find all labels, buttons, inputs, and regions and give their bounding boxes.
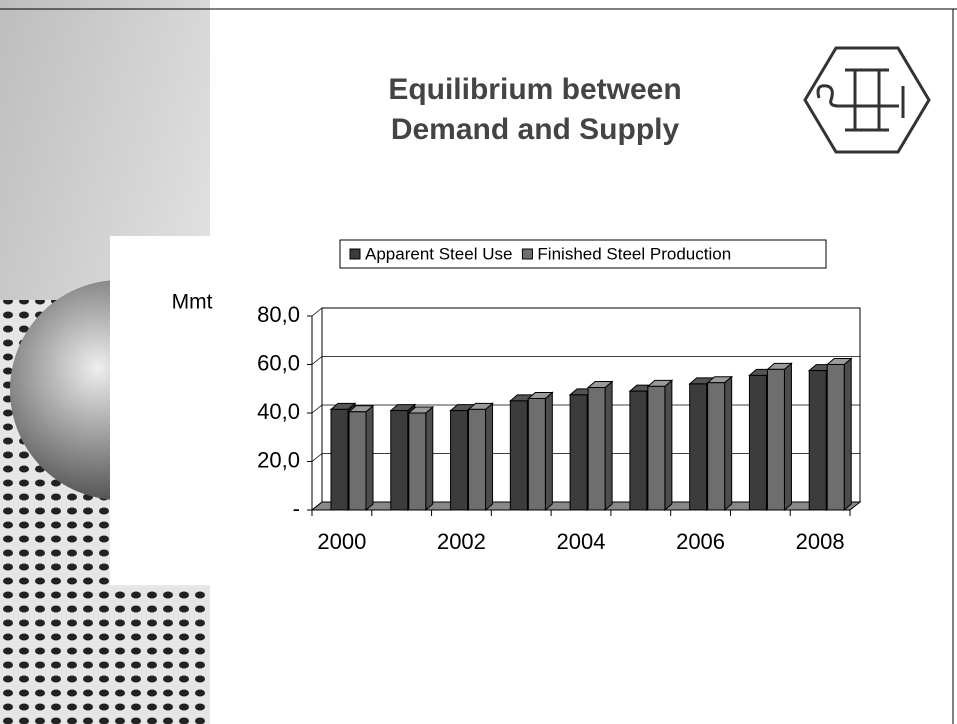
bar-front xyxy=(689,383,708,511)
bar xyxy=(706,375,734,512)
bar-front xyxy=(748,374,767,511)
legend-box xyxy=(339,239,827,269)
legend-label: Finished Steel Production xyxy=(537,244,731,263)
bar-front xyxy=(629,390,648,511)
y-tick-label: 40,0 xyxy=(257,399,300,424)
grid-line-side xyxy=(311,501,323,511)
bar xyxy=(825,357,853,512)
y-tick-label: 60,0 xyxy=(257,350,300,375)
slide-title: Equilibrium between Demand and Supply xyxy=(388,73,682,146)
legend-label: Apparent Steel Use xyxy=(365,244,512,263)
bar-side xyxy=(664,379,673,512)
bar-side xyxy=(365,404,374,512)
bar-front xyxy=(348,411,367,511)
bar xyxy=(407,405,435,512)
bar-front xyxy=(808,370,827,511)
bar-front xyxy=(766,368,785,511)
bar-front xyxy=(330,408,349,511)
grid-line-side xyxy=(311,356,323,365)
y-tick-label: - xyxy=(293,496,300,521)
bar xyxy=(467,402,494,512)
bar-side xyxy=(724,375,733,512)
bar-front xyxy=(587,387,606,511)
bar-side xyxy=(604,380,613,512)
bar-side xyxy=(425,405,434,512)
bar-front xyxy=(647,385,666,511)
bar xyxy=(526,391,554,512)
bar xyxy=(766,362,793,512)
x-tick-label: 2000 xyxy=(317,529,366,554)
bar-front xyxy=(468,408,487,511)
y-axis-label: Mmt xyxy=(172,291,213,314)
bar-side xyxy=(544,391,553,512)
x-tick-label: 2002 xyxy=(437,529,486,554)
bar-side xyxy=(843,357,852,512)
bar-front xyxy=(826,364,845,511)
bar xyxy=(586,380,614,512)
bar xyxy=(646,379,674,512)
x-tick-label: 2008 xyxy=(796,529,845,554)
bar-front xyxy=(509,400,528,511)
x-tick-label: 2004 xyxy=(557,529,606,554)
x-tick-label: 2006 xyxy=(676,529,725,554)
grid-line-side xyxy=(311,307,323,317)
bar-side xyxy=(783,362,792,512)
bar-front xyxy=(408,412,427,511)
y-tick-label: 80,0 xyxy=(257,302,300,327)
y-tick-label: 20,0 xyxy=(257,447,300,472)
legend-swatch xyxy=(521,248,533,260)
bar xyxy=(347,404,375,512)
bar-front xyxy=(707,382,726,511)
legend-swatch xyxy=(349,248,361,260)
bar-side xyxy=(485,402,494,512)
bar-front xyxy=(450,410,469,511)
bar-front xyxy=(390,410,409,511)
bar-front xyxy=(569,394,588,511)
bar-front xyxy=(527,397,546,511)
grid-line-side xyxy=(311,404,323,414)
grid-line-side xyxy=(311,453,323,462)
